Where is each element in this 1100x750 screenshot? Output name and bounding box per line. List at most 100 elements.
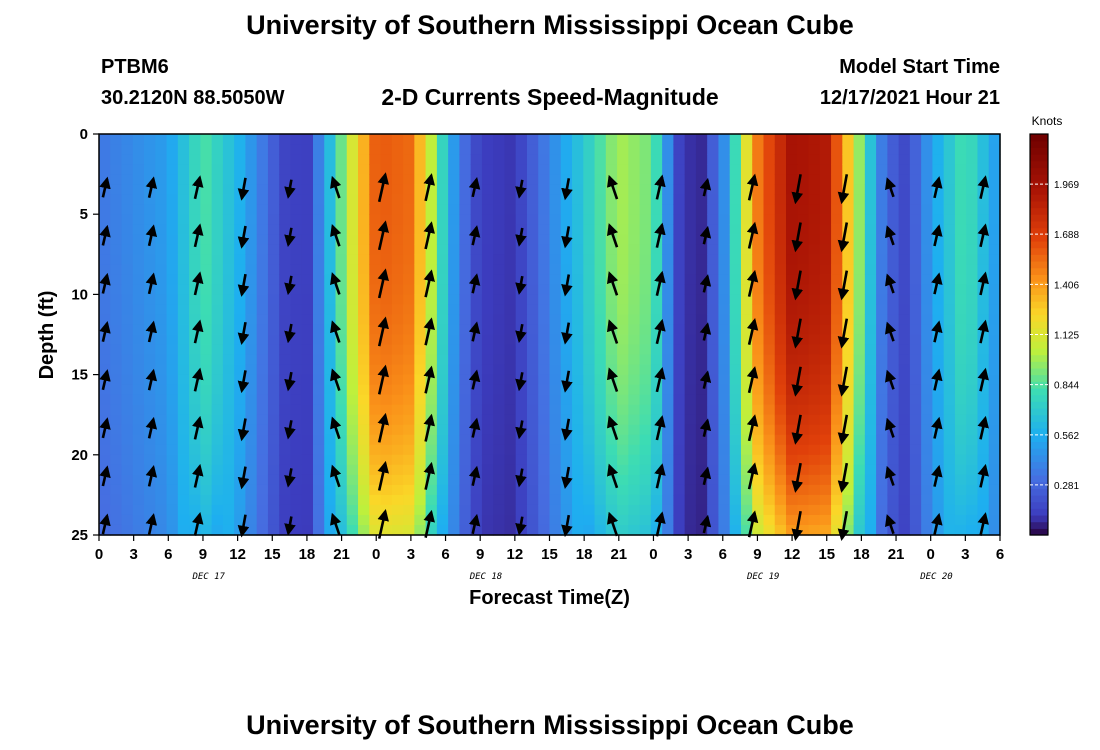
heatmap-cell xyxy=(346,254,359,265)
heatmap-cell xyxy=(301,464,314,476)
heatmap-cell xyxy=(921,214,934,225)
heatmap-cell xyxy=(628,234,641,245)
heatmap-cell xyxy=(560,304,573,316)
heatmap-cell xyxy=(662,464,674,476)
heatmap-cell xyxy=(155,454,168,466)
heatmap-cell xyxy=(391,434,404,446)
heatmap-cell xyxy=(617,414,629,426)
heatmap-cell xyxy=(358,344,370,356)
heatmap-cell xyxy=(155,354,168,366)
heatmap-cell xyxy=(898,374,911,386)
heatmap-cell xyxy=(99,454,111,466)
heatmap-cell xyxy=(977,504,990,516)
heatmap-cell xyxy=(177,334,190,346)
heatmap-cell xyxy=(279,364,292,376)
heatmap-cell xyxy=(459,224,472,235)
heatmap-cell xyxy=(132,284,145,296)
heatmap-cell xyxy=(819,264,832,275)
heatmap-cell xyxy=(312,164,325,175)
heatmap-cell xyxy=(662,374,674,386)
heatmap-cell xyxy=(538,164,551,175)
heatmap-cell xyxy=(526,234,539,245)
heatmap-cell xyxy=(695,484,708,496)
heatmap-cell xyxy=(110,334,123,346)
heatmap-cell xyxy=(414,224,427,235)
heatmap-cell xyxy=(673,454,686,466)
heatmap-cell xyxy=(718,494,731,506)
current-vector-arrow xyxy=(284,323,296,344)
heatmap-cell xyxy=(380,474,393,486)
heatmap-cell xyxy=(290,364,303,376)
heatmap-cell xyxy=(921,184,934,195)
heatmap-cell xyxy=(459,234,472,245)
heatmap-cell xyxy=(358,474,370,486)
heatmap-cell xyxy=(312,384,325,396)
heatmap-cell xyxy=(560,224,573,235)
main-title: University of Southern Mississippi Ocean… xyxy=(246,10,854,40)
station-coordinates: 30.2120N 88.5050W xyxy=(101,87,285,109)
heatmap-cell xyxy=(617,134,629,145)
heatmap-cell xyxy=(662,154,674,165)
heatmap-cell xyxy=(932,194,945,205)
heatmap-cell xyxy=(819,254,832,265)
heatmap-cell xyxy=(718,414,731,426)
heatmap-cell xyxy=(99,264,111,275)
heatmap-cell xyxy=(932,484,945,496)
current-vector-arrow xyxy=(284,275,296,296)
heatmap-cell xyxy=(786,144,798,155)
heatmap-cell xyxy=(526,454,539,466)
heatmap-cell xyxy=(740,334,753,346)
heatmap-cell xyxy=(774,214,787,225)
heatmap-cell xyxy=(662,244,674,255)
heatmap-cell xyxy=(110,134,123,145)
heatmap-cell xyxy=(673,354,686,366)
heatmap-cell xyxy=(572,484,584,496)
heatmap-cell xyxy=(650,444,663,456)
heatmap-cell xyxy=(459,214,472,225)
heatmap-cell xyxy=(448,204,460,215)
heatmap-cell xyxy=(774,174,787,185)
colorbar-segment xyxy=(1030,260,1048,269)
heatmap-cell xyxy=(493,264,506,275)
heatmap-cell xyxy=(290,274,303,285)
heatmap-cell xyxy=(166,464,179,476)
heatmap-cell xyxy=(515,194,528,205)
heatmap-cell xyxy=(819,284,832,296)
heatmap-cell xyxy=(786,224,798,235)
y-tick-label: 10 xyxy=(71,286,88,303)
heatmap-cell xyxy=(110,234,123,245)
heatmap-cell xyxy=(222,164,235,175)
heatmap-cell xyxy=(391,164,404,175)
heatmap-cell xyxy=(921,154,934,165)
heatmap-cell xyxy=(898,494,911,506)
heatmap-cell xyxy=(876,294,888,306)
heatmap-cell xyxy=(301,434,314,446)
heatmap-cell xyxy=(617,144,629,155)
heatmap-cell xyxy=(605,504,618,516)
current-vector-arrow xyxy=(837,222,850,253)
heatmap-cell xyxy=(718,264,731,275)
heatmap-cell xyxy=(808,144,821,155)
heatmap-cell xyxy=(380,354,393,366)
x-tick-label: 0 xyxy=(372,546,380,563)
heatmap-cell xyxy=(695,504,708,516)
heatmap-cell xyxy=(977,194,990,205)
heatmap-cell xyxy=(256,464,269,476)
current-vector-arrow xyxy=(377,412,389,443)
heatmap-cell xyxy=(673,494,686,506)
heatmap-cell xyxy=(808,314,821,326)
heatmap-cell xyxy=(267,274,280,285)
heatmap-cell xyxy=(898,484,911,496)
heatmap-cell xyxy=(380,184,393,195)
heatmap-cell xyxy=(177,474,190,486)
heatmap-cell xyxy=(526,364,539,376)
heatmap-cell xyxy=(110,484,123,496)
heatmap-cell xyxy=(436,254,449,265)
heatmap-cell xyxy=(425,454,438,466)
heatmap-cell xyxy=(166,244,179,255)
heatmap-cell xyxy=(842,364,855,376)
heatmap-cell xyxy=(842,214,855,225)
heatmap-cell xyxy=(966,204,979,215)
heatmap-cell xyxy=(493,174,506,185)
heatmap-cell xyxy=(267,254,280,265)
